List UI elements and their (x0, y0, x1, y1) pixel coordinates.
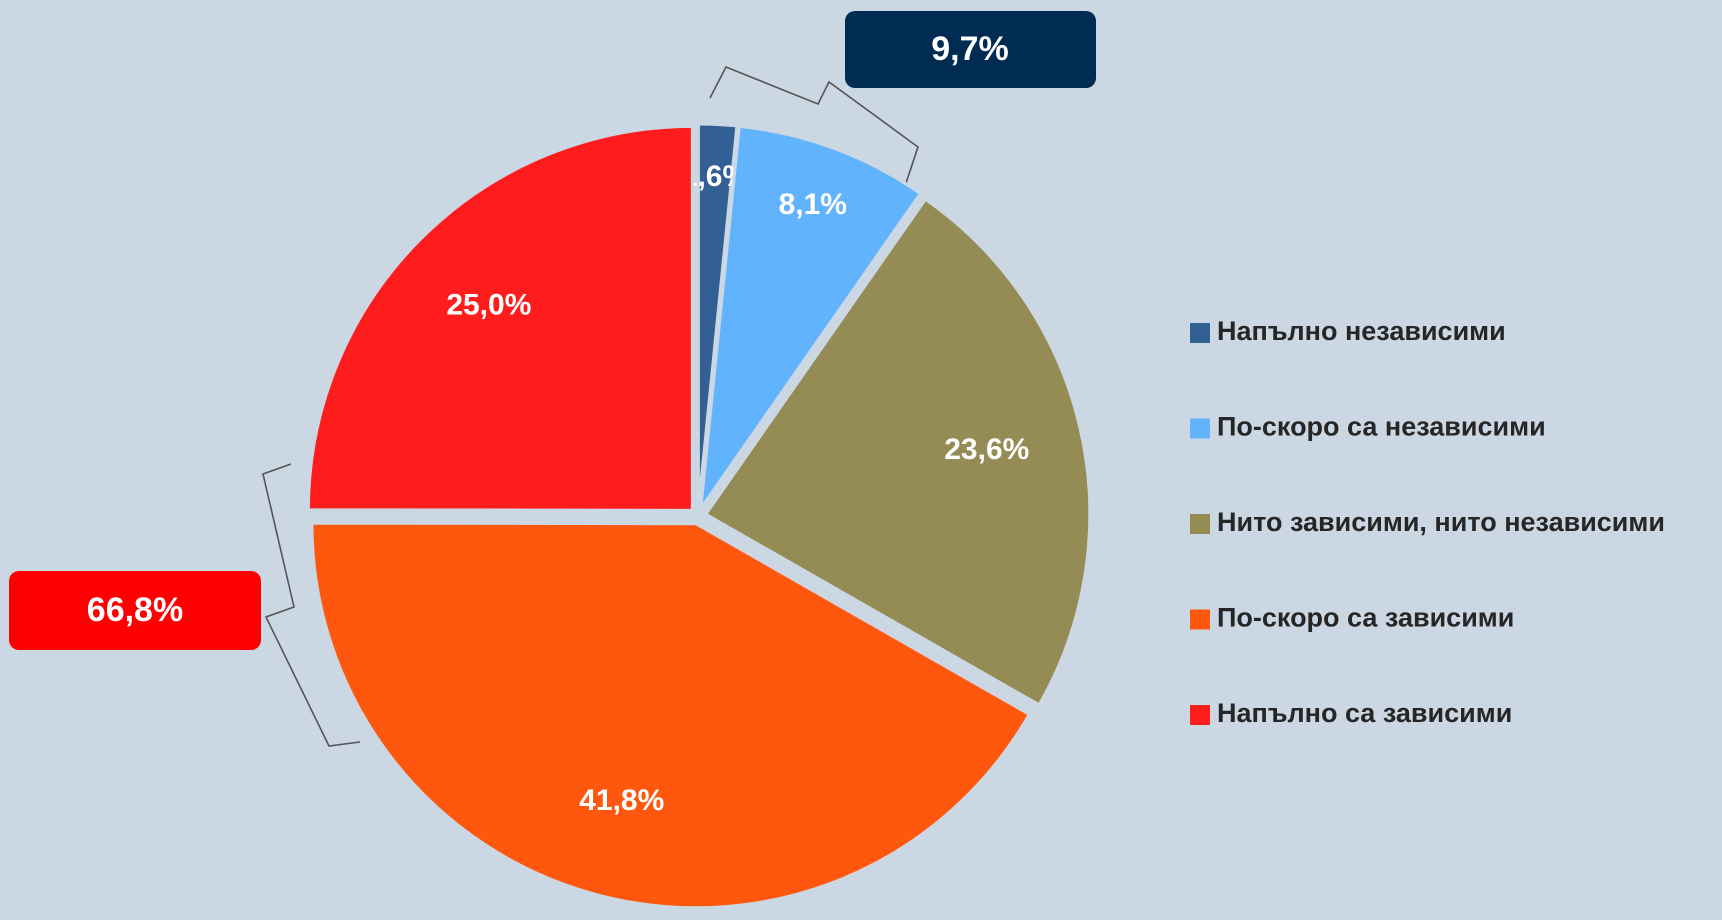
pie-slice (306, 124, 694, 512)
pie-slice (698, 124, 923, 515)
legend-label: Нито зависими, нито независими (1217, 507, 1665, 537)
legend-swatch (1190, 514, 1210, 534)
data-label: 23,6% (944, 433, 1029, 466)
legend-label: По-скоро са независими (1217, 412, 1546, 442)
pie-slice (310, 521, 1032, 910)
data-label: 25,0% (446, 288, 531, 321)
legend-swatch (1190, 609, 1210, 630)
data-label: 8,1% (779, 188, 847, 221)
bracket-left (262, 463, 361, 747)
data-label: 41,8% (579, 784, 664, 817)
legend-label: Напълно независими (1217, 316, 1506, 346)
pie-slice (703, 197, 1092, 707)
annotation-box (9, 571, 261, 650)
legend-label: Напълно са зависими (1217, 698, 1512, 728)
annotation: 66,8% (87, 591, 183, 629)
pie-slice (696, 122, 739, 509)
legend-label: По-скоро са зависими (1217, 603, 1514, 633)
legend-swatch (1190, 418, 1210, 439)
legend-swatch (1190, 705, 1210, 725)
annotation-box (845, 11, 1096, 88)
bracket-top (709, 65, 919, 184)
legend-swatch (1190, 323, 1210, 343)
annotation: 9,7% (931, 30, 1009, 68)
